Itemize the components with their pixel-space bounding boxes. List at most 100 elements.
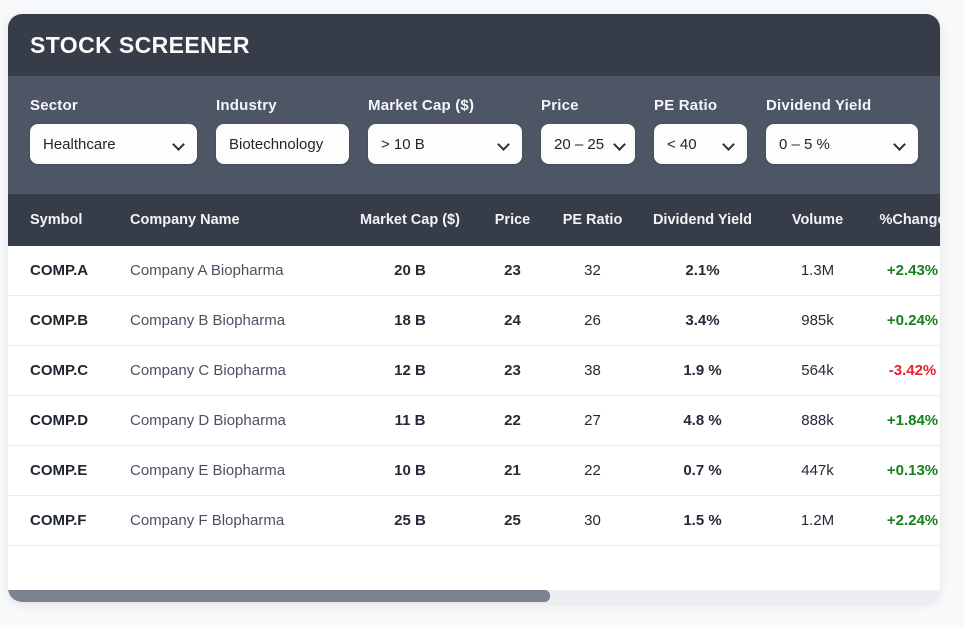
table-row[interactable]: COMP.A Company A Biopharma 20 B 23 32 2.… xyxy=(8,246,940,296)
filter-label-industry: Industry xyxy=(216,97,277,114)
filter-group-pe-ratio: PE Ratio < 40 xyxy=(654,97,747,164)
column-header-market-cap: Market Cap ($) xyxy=(360,212,460,228)
filter-label-market-cap: Market Cap ($) xyxy=(368,97,475,114)
cell-volume: 985k xyxy=(801,312,834,329)
cell-symbol: COMP.D xyxy=(30,412,89,429)
filter-label-price: Price xyxy=(541,97,579,114)
title-bar: STOCK SCREENER xyxy=(8,14,940,76)
cell-market-cap: 10 B xyxy=(394,462,426,479)
cell-pe-ratio: 38 xyxy=(584,362,601,379)
filter-group-sector: Sector Healthcare xyxy=(30,97,197,164)
cell-price: 21 xyxy=(504,462,521,479)
table-header-row: Symbol Company Name Market Cap ($) Price… xyxy=(8,194,940,246)
cell-volume: 447k xyxy=(801,462,834,479)
cell-market-cap: 20 B xyxy=(394,262,426,279)
column-header-pe-ratio: PE Ratio xyxy=(562,212,623,228)
market-cap-select-value: > 10 B xyxy=(381,135,425,153)
sector-select[interactable]: Healthcare xyxy=(30,124,197,164)
table-row[interactable]: COMP.F Company F Blopharma 25 B 25 30 1.… xyxy=(8,496,940,546)
filter-group-market-cap: Market Cap ($) > 10 B xyxy=(368,97,522,164)
cell-pct-change: +1.84% xyxy=(886,412,939,429)
cell-price: 25 xyxy=(504,512,521,529)
cell-pe-ratio: 32 xyxy=(584,262,601,279)
chevron-down-icon xyxy=(894,139,905,150)
cell-symbol: COMP.E xyxy=(30,462,88,479)
cell-volume: 564k xyxy=(801,362,834,379)
table-body: COMP.A Company A Biopharma 20 B 23 32 2.… xyxy=(8,246,940,590)
cell-volume: 1.3M xyxy=(800,262,835,279)
cell-pct-change: +0.13% xyxy=(886,462,939,479)
cell-dividend-yield: 3.4% xyxy=(685,312,720,329)
table-row[interactable]: COMP.B Company B Biopharma 18 B 24 26 3.… xyxy=(8,296,940,346)
filter-group-industry: Industry Biotechnology xyxy=(216,97,349,164)
cell-price: 23 xyxy=(504,362,521,379)
cell-symbol: COMP.B xyxy=(30,312,89,329)
dividend-yield-select-value: 0 – 5 % xyxy=(779,135,830,153)
chevron-down-icon xyxy=(173,139,184,150)
cell-company-name: Company E Biopharma xyxy=(130,462,286,479)
industry-select-value: Biotechnology xyxy=(229,135,324,153)
cell-price: 22 xyxy=(504,412,521,429)
pe-ratio-select-value: < 40 xyxy=(667,135,697,153)
cell-dividend-yield: 1.5 % xyxy=(683,512,722,529)
price-select-value: 20 – 25 xyxy=(554,135,605,153)
industry-select[interactable]: Biotechnology xyxy=(216,124,349,164)
scrollbar-thumb[interactable] xyxy=(8,590,550,602)
column-header-pct-change: %Change xyxy=(879,212,940,228)
cell-pct-change: +2.24% xyxy=(886,512,939,529)
cell-pct-change: +2.43% xyxy=(886,262,939,279)
cell-market-cap: 11 B xyxy=(394,412,426,429)
column-header-price: Price xyxy=(494,212,531,228)
cell-pct-change: +0.24% xyxy=(886,312,939,329)
cell-symbol: COMP.A xyxy=(30,262,89,279)
cell-market-cap: 12 B xyxy=(394,362,426,379)
cell-pe-ratio: 22 xyxy=(584,462,601,479)
cell-market-cap: 18 B xyxy=(394,312,426,329)
table-row[interactable]: COMP.D Company D Biopharma 11 B 22 27 4.… xyxy=(8,396,940,446)
dividend-yield-select[interactable]: 0 – 5 % xyxy=(766,124,918,164)
cell-company-name: Company D Biopharma xyxy=(130,412,286,429)
chevron-down-icon xyxy=(614,139,625,150)
stock-screener-card: STOCK SCREENER Sector Healthcare Industr… xyxy=(8,14,940,602)
column-header-volume: Volume xyxy=(791,212,844,228)
column-header-dividend-yield: Dividend Yield xyxy=(652,212,753,228)
cell-dividend-yield: 0.7 % xyxy=(683,462,722,479)
cell-dividend-yield: 2.1% xyxy=(685,262,720,279)
cell-symbol: COMP.F xyxy=(30,512,87,529)
chevron-down-icon xyxy=(723,139,734,150)
cell-pe-ratio: 30 xyxy=(584,512,601,529)
cell-market-cap: 25 B xyxy=(394,512,426,529)
cell-volume: 1.2M xyxy=(800,512,835,529)
cell-volume: 888k xyxy=(801,412,834,429)
filter-group-dividend-yield: Dividend Yield 0 – 5 % xyxy=(766,97,918,164)
cell-price: 24 xyxy=(504,312,521,329)
cell-pe-ratio: 27 xyxy=(584,412,601,429)
pe-ratio-select[interactable]: < 40 xyxy=(654,124,747,164)
sector-select-value: Healthcare xyxy=(43,135,116,153)
cell-dividend-yield: 4.8 % xyxy=(683,412,722,429)
page-title: STOCK SCREENER xyxy=(30,31,250,58)
cell-company-name: Company A Biopharma xyxy=(130,262,284,279)
filter-group-price: Price 20 – 25 xyxy=(541,97,635,164)
cell-pct-change: -3.42% xyxy=(888,362,937,379)
cell-company-name: Company C Biopharma xyxy=(130,362,286,379)
filter-label-pe-ratio: PE Ratio xyxy=(654,97,718,114)
chevron-down-icon xyxy=(498,139,509,150)
market-cap-select[interactable]: > 10 B xyxy=(368,124,522,164)
cell-price: 23 xyxy=(504,262,521,279)
table-row[interactable]: COMP.E Company E Biopharma 10 B 21 22 0.… xyxy=(8,446,940,496)
table-row[interactable]: COMP.C Company C Biopharma 12 B 23 38 1.… xyxy=(8,346,940,396)
filter-label-dividend-yield: Dividend Yield xyxy=(766,97,872,114)
price-select[interactable]: 20 – 25 xyxy=(541,124,635,164)
filter-label-sector: Sector xyxy=(30,97,78,114)
cell-symbol: COMP.C xyxy=(30,362,89,379)
cell-dividend-yield: 1.9 % xyxy=(683,362,722,379)
cell-company-name: Company B Biopharma xyxy=(130,312,286,329)
horizontal-scrollbar[interactable] xyxy=(8,590,940,602)
column-header-symbol: Symbol xyxy=(30,212,83,228)
cell-company-name: Company F Blopharma xyxy=(130,512,285,529)
column-header-company-name: Company Name xyxy=(130,212,240,228)
filter-bar: Sector Healthcare Industry Biotechnology… xyxy=(8,76,940,194)
cell-pe-ratio: 26 xyxy=(584,312,601,329)
